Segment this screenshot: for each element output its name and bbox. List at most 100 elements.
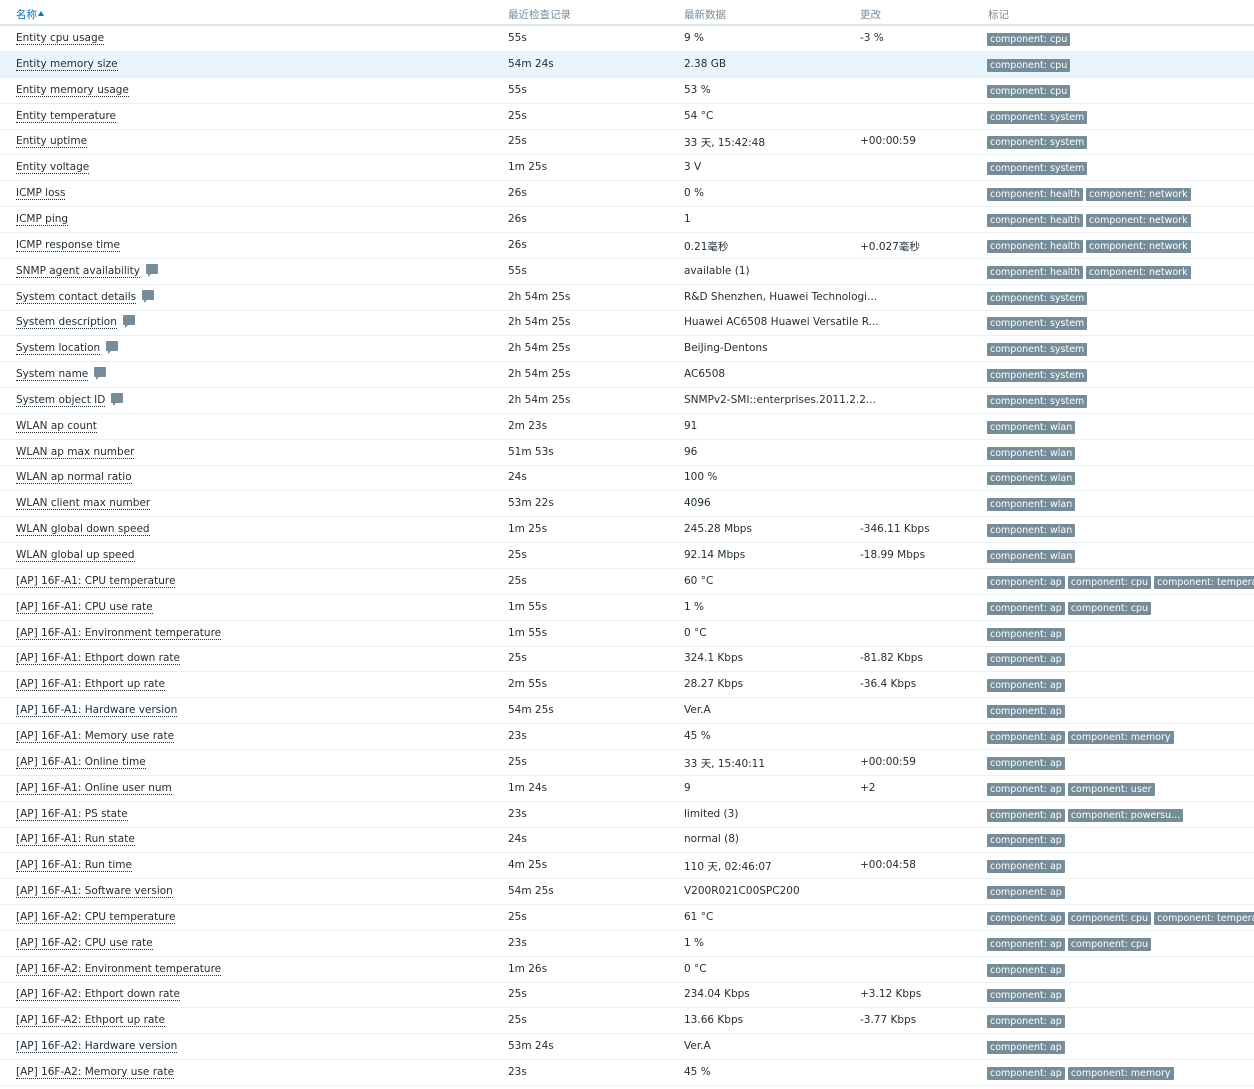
tag[interactable]: component: ap bbox=[987, 782, 1065, 796]
tag[interactable]: component: memory bbox=[1067, 730, 1174, 744]
item-name[interactable]: [AP] 16F-A1: PS state bbox=[16, 807, 128, 821]
tag[interactable]: component: cpu bbox=[987, 33, 1071, 46]
tag[interactable]: component: user bbox=[1067, 782, 1155, 796]
item-name[interactable]: [AP] 16F-A1: Online user num bbox=[16, 781, 172, 795]
tag[interactable]: component: ap bbox=[987, 575, 1065, 589]
item-name[interactable]: [AP] 16F-A2: Memory use rate bbox=[16, 1066, 175, 1079]
tag[interactable]: component: system bbox=[987, 394, 1088, 408]
tag[interactable]: component: temperat... bbox=[1154, 911, 1254, 925]
item-name[interactable]: System object ID bbox=[16, 393, 106, 407]
item-name[interactable]: WLAN client max number bbox=[16, 497, 151, 511]
tag[interactable]: component: powersu... bbox=[1067, 808, 1184, 822]
item-name[interactable]: ICMP ping bbox=[16, 212, 69, 226]
tag[interactable]: component: health bbox=[987, 265, 1084, 279]
tag[interactable]: component: ap bbox=[987, 886, 1065, 900]
item-name[interactable]: [AP] 16F-A1: Environment temperature bbox=[16, 626, 222, 640]
tag[interactable]: component: temperat... bbox=[1154, 575, 1254, 589]
item-name[interactable]: Entity temperature bbox=[16, 109, 116, 123]
item-name[interactable]: SNMP agent availability bbox=[16, 264, 141, 278]
item-name[interactable]: [AP] 16F-A1: CPU use rate bbox=[16, 600, 153, 614]
item-name[interactable]: [AP] 16F-A1: Run state bbox=[16, 833, 135, 847]
hint-icon[interactable] bbox=[146, 263, 159, 277]
tag[interactable]: component: memory bbox=[1067, 1067, 1174, 1080]
item-name[interactable]: WLAN ap count bbox=[16, 419, 97, 433]
tag[interactable]: component: ap bbox=[987, 601, 1065, 615]
tag[interactable]: component: wlan bbox=[987, 550, 1076, 563]
tag[interactable]: component: network bbox=[1086, 188, 1191, 202]
hint-icon[interactable] bbox=[111, 392, 124, 406]
tag[interactable]: component: system bbox=[987, 317, 1088, 331]
tag[interactable]: component: wlan bbox=[987, 472, 1076, 486]
item-name[interactable]: [AP] 16F-A1: Hardware version bbox=[16, 704, 178, 718]
tag[interactable]: component: ap bbox=[987, 653, 1065, 667]
tag[interactable]: component: system bbox=[987, 110, 1088, 124]
item-name[interactable]: [AP] 16F-A1: Software version bbox=[16, 885, 173, 899]
item-name[interactable]: [AP] 16F-A2: Hardware version bbox=[16, 1040, 178, 1054]
tag[interactable]: component: ap bbox=[987, 937, 1065, 951]
tag[interactable]: component: cpu bbox=[1067, 937, 1152, 951]
item-name[interactable]: [AP] 16F-A2: CPU use rate bbox=[16, 936, 153, 950]
item-name[interactable]: [AP] 16F-A1: Run time bbox=[16, 859, 132, 873]
tag[interactable]: component: ap bbox=[987, 1041, 1065, 1055]
tag[interactable]: component: wlan bbox=[987, 420, 1076, 434]
tag[interactable]: component: ap bbox=[987, 834, 1065, 848]
item-name[interactable]: Entity uptime bbox=[16, 135, 88, 149]
item-name[interactable]: System name bbox=[16, 368, 89, 382]
item-name[interactable]: ICMP response time bbox=[16, 238, 120, 252]
item-name[interactable]: System description bbox=[16, 316, 117, 330]
tag[interactable]: component: ap bbox=[987, 627, 1065, 641]
item-name[interactable]: Entity memory usage bbox=[16, 83, 129, 97]
tag[interactable]: component: system bbox=[987, 162, 1088, 176]
tag[interactable]: component: ap bbox=[987, 705, 1065, 719]
hint-icon[interactable] bbox=[142, 289, 155, 303]
tag[interactable]: component: health bbox=[987, 239, 1084, 253]
item-name[interactable]: [AP] 16F-A2: Environment temperature bbox=[16, 962, 222, 976]
item-name[interactable]: System location bbox=[16, 342, 101, 356]
item-name[interactable]: [AP] 16F-A1: Ethport up rate bbox=[16, 678, 165, 692]
tag[interactable]: component: ap bbox=[987, 911, 1065, 925]
tag[interactable]: component: network bbox=[1086, 213, 1191, 227]
tag[interactable]: component: ap bbox=[987, 808, 1065, 822]
tag[interactable]: component: health bbox=[987, 213, 1084, 227]
header-latest-data[interactable]: 最新数据 bbox=[684, 9, 726, 21]
tag[interactable]: component: system bbox=[987, 343, 1088, 357]
item-name[interactable]: [AP] 16F-A1: CPU temperature bbox=[16, 574, 176, 588]
tag[interactable]: component: cpu bbox=[987, 84, 1071, 98]
tag[interactable]: component: cpu bbox=[1067, 601, 1152, 615]
item-name[interactable]: [AP] 16F-A2: Ethport down rate bbox=[16, 988, 181, 1002]
hint-icon[interactable] bbox=[106, 341, 119, 355]
item-name[interactable]: Entity memory size bbox=[16, 57, 118, 71]
item-name[interactable]: WLAN global up speed bbox=[16, 549, 135, 562]
item-name[interactable]: [AP] 16F-A1: Online time bbox=[16, 755, 146, 769]
tag[interactable]: component: ap bbox=[987, 730, 1065, 744]
item-name[interactable]: [AP] 16F-A1: Ethport down rate bbox=[16, 652, 181, 666]
item-name[interactable]: [AP] 16F-A1: Memory use rate bbox=[16, 729, 175, 743]
tag[interactable]: component: wlan bbox=[987, 446, 1076, 460]
tag[interactable]: component: health bbox=[987, 188, 1084, 202]
tag[interactable]: component: wlan bbox=[987, 498, 1076, 512]
tag[interactable]: component: ap bbox=[987, 679, 1065, 693]
item-name[interactable]: WLAN ap max number bbox=[16, 445, 135, 459]
tag[interactable]: component: ap bbox=[987, 963, 1065, 977]
item-name[interactable]: ICMP loss bbox=[16, 187, 66, 201]
item-name[interactable]: [AP] 16F-A2: CPU temperature bbox=[16, 910, 176, 924]
item-name[interactable]: Entity voltage bbox=[16, 161, 90, 175]
item-name[interactable]: WLAN ap normal ratio bbox=[16, 471, 132, 485]
tag[interactable]: component: ap bbox=[987, 989, 1065, 1003]
tag[interactable]: component: system bbox=[987, 369, 1088, 383]
item-name[interactable]: Entity cpu usage bbox=[16, 32, 105, 45]
header-name[interactable]: 名称 bbox=[16, 9, 37, 21]
tag[interactable]: component: cpu bbox=[1067, 911, 1152, 925]
tag[interactable]: component: network bbox=[1086, 265, 1191, 279]
tag[interactable]: component: ap bbox=[987, 860, 1065, 874]
item-name[interactable]: WLAN global down speed bbox=[16, 523, 150, 537]
tag[interactable]: component: cpu bbox=[987, 58, 1071, 72]
tag[interactable]: component: cpu bbox=[1067, 575, 1152, 589]
tag[interactable]: component: ap bbox=[987, 756, 1065, 770]
tag[interactable]: component: network bbox=[1086, 239, 1191, 253]
tag[interactable]: component: ap bbox=[987, 1015, 1065, 1029]
tag[interactable]: component: system bbox=[987, 136, 1088, 150]
header-last-check[interactable]: 最近检查记录 bbox=[508, 9, 571, 21]
item-name[interactable]: System contact details bbox=[16, 290, 137, 304]
hint-icon[interactable] bbox=[94, 367, 107, 381]
